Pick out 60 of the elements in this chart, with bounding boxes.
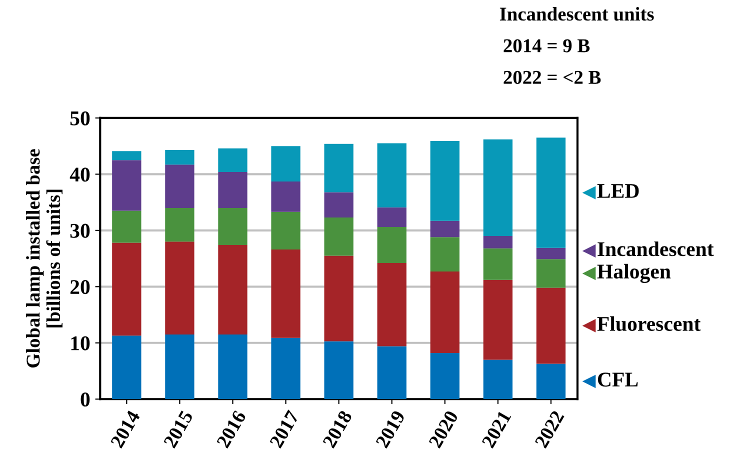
bar (377, 263, 406, 346)
bar (377, 346, 406, 400)
bar (218, 245, 248, 334)
bar (483, 248, 513, 280)
bar (218, 172, 248, 208)
bar (377, 207, 406, 228)
bar (165, 208, 194, 242)
bar (271, 146, 300, 182)
bar (112, 336, 142, 400)
bar (165, 150, 194, 165)
bar (218, 208, 248, 246)
bar (218, 334, 248, 400)
bar (483, 139, 513, 236)
bar (430, 141, 460, 221)
bar (536, 288, 566, 364)
bar (324, 341, 354, 400)
y-tick-label: 0 (80, 392, 90, 407)
text: 2014 = 9 B (504, 39, 590, 52)
bar (271, 338, 300, 400)
bar (112, 151, 142, 160)
legend-label: Fluorescent (597, 316, 701, 331)
bar (324, 217, 354, 256)
bar (324, 144, 354, 192)
bar (324, 192, 354, 218)
bar (112, 160, 142, 211)
y-tick-label: 20 (70, 280, 90, 294)
bar (377, 143, 406, 208)
bar (536, 364, 566, 400)
legend-label: Halogen (597, 264, 671, 283)
bar (377, 227, 406, 264)
bar (536, 248, 566, 260)
bar (112, 242, 142, 336)
y-tick-label: 40 (70, 168, 90, 182)
bar (112, 210, 142, 243)
bar (483, 360, 513, 400)
bar (430, 220, 460, 238)
y-tick-label: 50 (70, 111, 90, 126)
legend-label: CFL (598, 372, 638, 387)
legend-label: Incandescent (598, 242, 714, 256)
bar (271, 250, 300, 338)
bar (536, 259, 566, 288)
bar (430, 353, 460, 400)
bar (483, 280, 513, 360)
y-tick-label: 10 (71, 336, 90, 350)
bar (218, 148, 248, 172)
y-axis-title: Global lamp installed base [billions of units] (26, 149, 62, 368)
bar (271, 182, 300, 212)
bar (430, 237, 460, 272)
text: 2022 = <2 B (504, 70, 601, 84)
bar (165, 242, 194, 334)
bar (271, 212, 300, 250)
bar (483, 236, 513, 248)
bar (324, 256, 354, 342)
legend-label: LED (597, 184, 639, 198)
text: Incandescent units (500, 7, 654, 21)
bar (165, 334, 194, 400)
bar (430, 271, 460, 354)
bar (165, 164, 194, 208)
bar (536, 138, 566, 248)
y-tick-label: 30 (70, 224, 90, 238)
